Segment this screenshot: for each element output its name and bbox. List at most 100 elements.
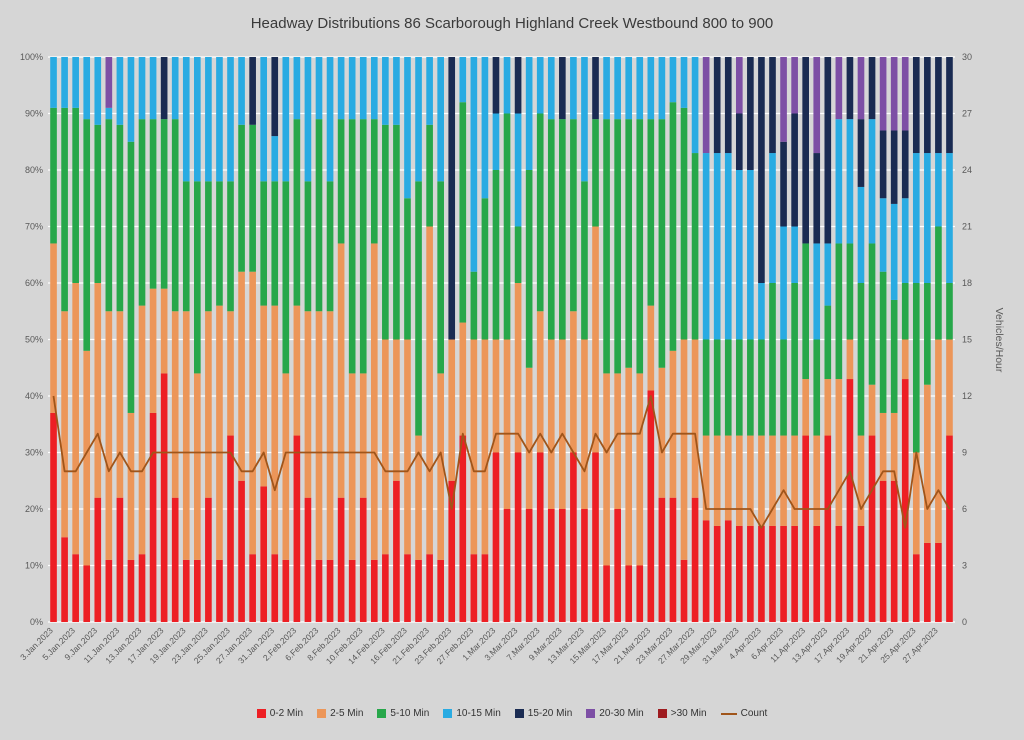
bar-segment [315, 311, 323, 560]
bar-segment [680, 107, 688, 340]
bar-segment [448, 480, 456, 622]
bar-segment [791, 525, 798, 622]
bar-stack [547, 57, 555, 622]
bar-segment [393, 57, 400, 125]
bar-stack [514, 57, 522, 622]
y-left-tick-label: 40% [25, 391, 43, 401]
bar-segment [658, 497, 666, 622]
bar-stack [625, 57, 633, 622]
legend-color-swatch [657, 709, 667, 718]
bar-segment [105, 311, 113, 560]
bar-segment [724, 57, 732, 154]
bar-segment [890, 57, 898, 131]
bar-segment [105, 107, 113, 120]
legend-item: 0-2 Min [256, 708, 303, 719]
bar-segment [924, 153, 931, 283]
bar-segment [935, 339, 942, 543]
bar-segment [791, 283, 798, 436]
bar-segment [758, 57, 765, 283]
bar-segment [835, 379, 843, 526]
bar-segment [260, 305, 268, 487]
bar-stack [182, 57, 190, 622]
bar-segment [160, 373, 168, 622]
bar-segment [304, 311, 312, 498]
bar-segment [713, 339, 721, 436]
bar-segment [559, 119, 566, 340]
bar-segment [536, 57, 544, 114]
bar-segment [359, 373, 367, 498]
bar-segment [83, 565, 91, 622]
bar-segment [912, 554, 920, 622]
bar-segment [238, 57, 245, 125]
bar-segment [149, 119, 157, 289]
bar-segment [282, 57, 290, 182]
bar-segment [680, 339, 688, 560]
bar-segment [824, 379, 832, 436]
bar-stack [72, 57, 79, 622]
bar-segment [802, 379, 809, 436]
bar-segment [171, 311, 179, 498]
bar-segment [194, 57, 201, 182]
bar-segment [581, 57, 588, 182]
bar-segment [83, 119, 91, 351]
bar-segment [857, 57, 865, 120]
y-left-tick-label: 80% [25, 165, 43, 175]
bar-stack [359, 57, 367, 622]
bar-segment [382, 124, 389, 340]
x-axis-labels: 3.Jan.20235.Jan.20239.Jan.202311.Jan.202… [18, 625, 940, 666]
bar-segment [713, 57, 721, 154]
bar-segment [149, 57, 157, 120]
y-left-tick-label: 100% [20, 52, 43, 62]
bar-segment [813, 525, 821, 622]
bar-stack [769, 57, 776, 622]
bar-segment [791, 435, 798, 526]
bar-segment [603, 373, 610, 566]
bar-segment [216, 181, 223, 306]
bar-segment [227, 57, 234, 182]
bar-segment [138, 119, 146, 306]
bar-segment [470, 271, 478, 340]
bar-segment [304, 181, 312, 312]
bar-segment [249, 554, 256, 622]
bar-segment [813, 339, 821, 436]
bar-stack [50, 57, 57, 622]
bar-segment [249, 271, 256, 555]
bar-segment [713, 153, 721, 340]
bar-segment [514, 57, 522, 114]
bar-segment [780, 525, 787, 622]
bar-segment [868, 243, 876, 385]
bar-segment [702, 435, 710, 521]
bar-segment [835, 57, 843, 120]
bar-segment [680, 559, 688, 622]
bar-segment [370, 119, 378, 244]
bar-segment [559, 339, 566, 509]
legend-color-swatch [586, 709, 596, 718]
bar-segment [426, 124, 433, 227]
bar-segment [724, 435, 732, 521]
bar-segment [780, 57, 787, 142]
bar-segment [293, 435, 301, 622]
bar-stack [614, 57, 621, 622]
bar-segment [924, 384, 931, 543]
bar-segment [260, 57, 268, 182]
bar-segment [437, 181, 444, 374]
bar-stack [946, 57, 953, 622]
bar-segment [370, 559, 378, 622]
bar-segment [935, 542, 942, 622]
bar-stack [116, 57, 124, 622]
bar-segment [271, 554, 279, 622]
bar-segment [879, 198, 887, 272]
bar-segment [525, 367, 533, 509]
right-axis-labels: 0 3 6 9 12 15 18 21 24 27 30 [962, 52, 972, 627]
bar-segment [149, 288, 157, 413]
bar-segment [61, 537, 68, 622]
legend-item: Count [720, 708, 767, 719]
bar-stack [868, 57, 876, 622]
bar-segment [813, 57, 821, 154]
bar-segment [592, 57, 599, 120]
bar-segment [625, 119, 633, 368]
bar-segment [890, 299, 898, 413]
bar-segment [625, 367, 633, 566]
bar-stack [536, 57, 544, 622]
